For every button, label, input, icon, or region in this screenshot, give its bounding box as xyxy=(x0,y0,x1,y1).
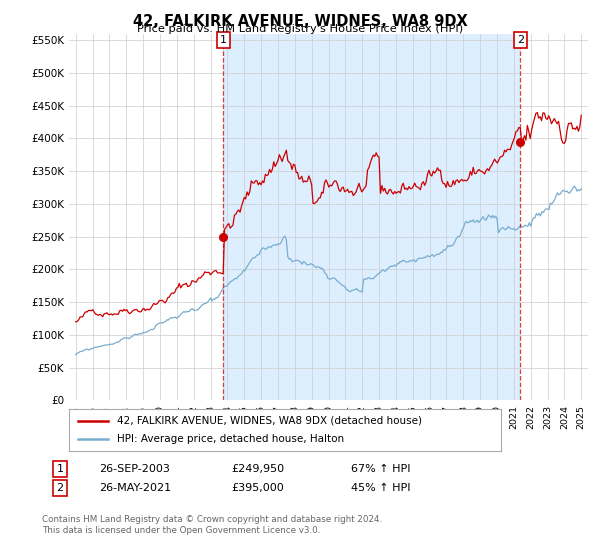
Text: 42, FALKIRK AVENUE, WIDNES, WA8 9DX (detached house): 42, FALKIRK AVENUE, WIDNES, WA8 9DX (det… xyxy=(116,416,422,426)
Text: 26-MAY-2021: 26-MAY-2021 xyxy=(99,483,171,493)
Text: 42, FALKIRK AVENUE, WIDNES, WA8 9DX: 42, FALKIRK AVENUE, WIDNES, WA8 9DX xyxy=(133,14,467,29)
Text: 26-SEP-2003: 26-SEP-2003 xyxy=(99,464,170,474)
Bar xyxy=(223,34,520,400)
Text: 2: 2 xyxy=(517,35,524,45)
Text: 45% ↑ HPI: 45% ↑ HPI xyxy=(351,483,410,493)
Text: 67% ↑ HPI: 67% ↑ HPI xyxy=(351,464,410,474)
Text: £249,950: £249,950 xyxy=(231,464,284,474)
Text: 1: 1 xyxy=(220,35,227,45)
Text: This data is licensed under the Open Government Licence v3.0.: This data is licensed under the Open Gov… xyxy=(42,526,320,535)
Text: 1: 1 xyxy=(56,464,64,474)
Text: 2: 2 xyxy=(56,483,64,493)
Text: HPI: Average price, detached house, Halton: HPI: Average price, detached house, Halt… xyxy=(116,434,344,444)
Text: £395,000: £395,000 xyxy=(231,483,284,493)
Text: Contains HM Land Registry data © Crown copyright and database right 2024.: Contains HM Land Registry data © Crown c… xyxy=(42,515,382,524)
Text: Price paid vs. HM Land Registry's House Price Index (HPI): Price paid vs. HM Land Registry's House … xyxy=(137,24,463,34)
